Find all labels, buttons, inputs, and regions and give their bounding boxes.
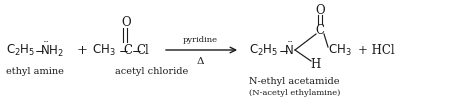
Text: O: O [315,4,325,16]
Text: C: C [316,24,325,37]
Text: H: H [310,59,320,72]
Text: $\mathsf{CH_3}$: $\mathsf{CH_3}$ [328,42,352,58]
Text: O: O [121,16,131,28]
Text: $\mathsf{CH_3}$: $\mathsf{CH_3}$ [92,42,116,58]
Text: N-ethyl acetamide: N-ethyl acetamide [249,78,339,86]
Text: $-$: $-$ [118,43,128,57]
Text: C: C [123,43,132,57]
Text: pyridine: pyridine [182,36,218,44]
Text: $-$: $-$ [131,43,142,57]
Text: (N-acetyl ethylamine): (N-acetyl ethylamine) [249,89,340,97]
Text: $\mathsf{\ddot{N}H_2}$: $\mathsf{\ddot{N}H_2}$ [40,41,64,59]
Text: $\mathsf{C_2H_5}$: $\mathsf{C_2H_5}$ [249,42,278,58]
Text: $-$: $-$ [278,43,289,57]
Text: Δ: Δ [196,58,204,67]
Text: $\mathsf{\ddot{N}}$: $\mathsf{\ddot{N}}$ [284,42,293,58]
Text: $-$: $-$ [34,43,45,57]
Text: acetyl chloride: acetyl chloride [115,68,188,76]
Text: $\mathsf{C_2H_5}$: $\mathsf{C_2H_5}$ [6,42,36,58]
Text: + HCl: + HCl [358,43,395,57]
Text: Cl: Cl [136,43,149,57]
Text: ethyl amine: ethyl amine [6,68,64,76]
Text: +: + [76,43,88,57]
